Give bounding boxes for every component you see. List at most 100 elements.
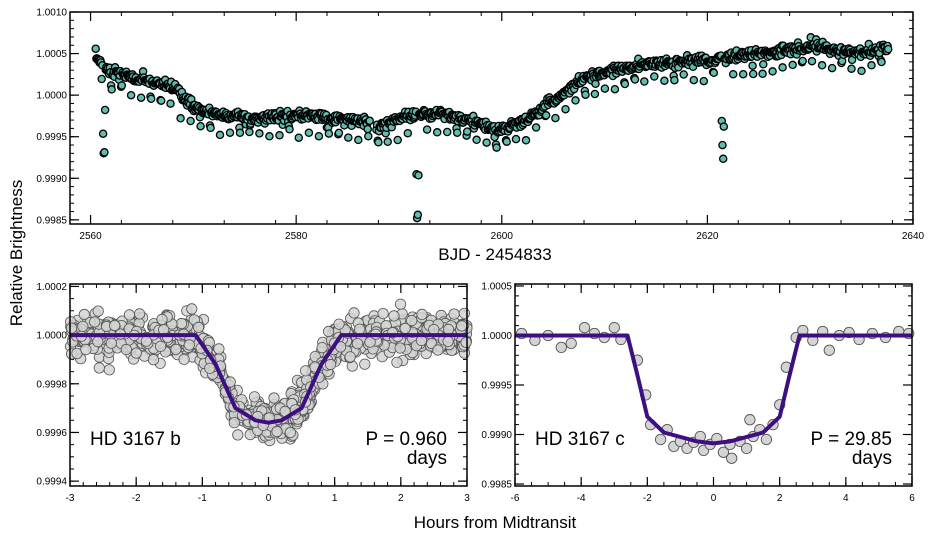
p2-data-point [155,340,167,352]
p1-data-point [403,128,413,138]
p2-data-point [394,298,407,310]
p3-xtick-label: 6 [909,493,915,504]
p1-data-point [364,131,373,141]
p2-data-point [228,417,240,429]
p2-data-point [316,342,328,354]
p2-data-point [109,319,121,332]
p1-data-point [630,75,640,84]
p1-data-point [709,68,719,78]
p1-data-point [758,69,767,79]
p2-data-point [147,354,160,366]
p2-ytick-label: 1.0000 [36,331,67,342]
p2-xtick-label: -3 [66,493,75,504]
p1-data-point [285,125,294,134]
p2-data-point [353,323,366,335]
panel-timeseries: 2560 2580 2600 2620 2640 0.9985 0.9990 0.9995 1.… [36,8,924,265]
p2-data-point [359,358,371,370]
p2-data-point [120,343,132,356]
p1-data-point [275,131,284,140]
p2-data-point [204,362,216,374]
p1-data-point [126,90,136,100]
p1-xtick-label: 2560 [79,231,102,242]
p1-xtick-label: 2600 [491,231,514,242]
p2-model-curve [70,333,467,425]
p3-data-point [578,321,591,334]
p2-data-point [248,391,261,403]
p2-data-point [130,347,142,359]
p2-data-point [348,307,360,319]
p3-period-text: P = 29.85 [810,429,892,450]
p2-data-point [456,320,468,332]
p2-data-point [80,343,92,356]
p2-xtick-label: 2 [398,493,404,504]
p2-ytick-label: 0.9996 [36,428,67,439]
p1-data-point [718,154,728,164]
p3-data-point [823,344,835,356]
p1-data-point [255,129,264,138]
p1-data-point [699,76,709,86]
p1-data-point [97,74,106,84]
p1-data-point [314,131,324,141]
p2-data-point [416,308,428,320]
p1-frame [69,11,914,225]
p2-ytick-label: 0.9998 [36,379,67,390]
p1-ytick-label: 0.9985 [36,215,67,226]
p1-data-point [225,128,235,137]
p1-data-point [827,63,837,73]
p1-data-point [857,66,866,76]
p1-ytick-label: 1.0000 [36,91,67,102]
p1-data-point [294,133,304,142]
p2-data-point [134,308,146,320]
p1-ytick-label: 0.9990 [36,174,67,185]
p1-data-point [324,129,334,138]
p2-data-point [213,343,225,355]
p2-data-point [460,336,472,348]
p2-data-point [351,338,364,350]
p1-data-point [650,72,659,81]
p1-data-point [660,76,669,85]
p2-data-point [78,308,90,321]
p1-data-point [100,148,109,157]
p2-ytick-label: 1.0002 [36,282,67,293]
p2-data-point [324,358,337,371]
p2-data-point [92,305,104,317]
p1-data-point [718,140,727,150]
p1-data-point [136,93,146,102]
p1-data-point [610,84,620,94]
p2-data-point [299,365,312,377]
p3-data-point [654,433,667,446]
p2-planet-label: HD 3167 b [90,429,181,450]
p3-data-point [740,442,753,455]
p2-data-point [391,356,403,368]
p2-ytick-label: 0.9994 [36,477,67,488]
p2-xtick-label: -1 [198,493,207,504]
p3-period-unit: days [852,448,892,469]
p2-xtick-label: -2 [132,493,141,504]
p1-data-point [600,84,610,93]
p3-data-point [717,446,730,458]
p2-data-point [271,425,283,438]
p1-data-point [590,89,600,99]
p1-data-point [422,125,432,134]
p1-data-point [768,67,777,76]
p1-data-point [365,116,374,126]
p2-tick-labels: -3 -2 -1 0 1 2 3 0.9994 0.9996 0.9998 1.0000 1.0002 [36,282,470,504]
p2-data-point [103,364,115,376]
p1-data-point [817,61,827,70]
p2-data-point [89,316,101,328]
p1-data-point [344,133,353,142]
p3-ytick-label: 0.9995 [481,381,512,392]
p2-data-point [377,307,389,320]
p1-data-point [867,61,876,70]
p2-data-point [105,337,117,349]
p2-data-point [406,314,418,327]
p1-data-point [472,135,481,145]
p2-data-point [448,308,460,320]
p2-data-point [156,313,168,325]
p1-data-point [235,128,245,138]
p1-data-point [176,114,185,123]
p1-ytick-label: 0.9995 [36,132,67,143]
p1-data-point [432,128,442,137]
p1-data-point [521,136,531,145]
